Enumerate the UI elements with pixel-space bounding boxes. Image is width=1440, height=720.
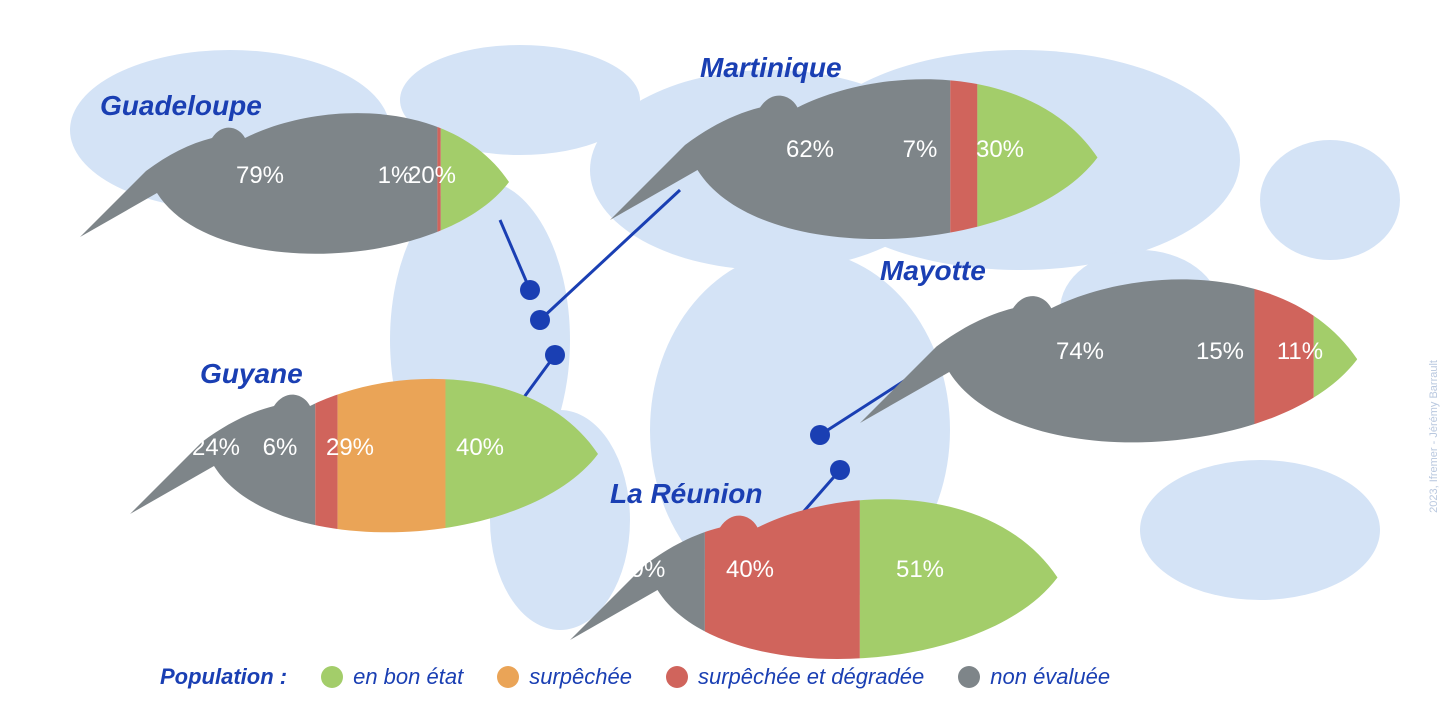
infographic-stage: Guadeloupe79%1%20%Martinique62%7%30%Mayo…: [0, 0, 1440, 720]
pct-label: 30%: [976, 136, 1024, 164]
legend-item: surpêchée: [497, 664, 632, 690]
pct-label: 6%: [263, 434, 298, 462]
fish-martinique: [610, 70, 1110, 245]
pct-label: 62%: [786, 136, 834, 164]
pct-label: 79%: [236, 162, 284, 190]
legend-label: non évaluée: [990, 664, 1110, 690]
pct-label: 24%: [192, 434, 240, 462]
pct-label: 11%: [1277, 338, 1323, 366]
legend-item: non évaluée: [958, 664, 1110, 690]
legend-swatch: [666, 666, 688, 688]
legend-swatch: [958, 666, 980, 688]
legend-swatch: [321, 666, 343, 688]
legend-label: surpêchée et dégradée: [698, 664, 924, 690]
legend-swatch: [497, 666, 519, 688]
pct-label: 7%: [903, 136, 938, 164]
legend-label: surpêchée: [529, 664, 632, 690]
pct-label: 74%: [1056, 338, 1104, 366]
pct-label: 29%: [326, 434, 374, 462]
pct-label: 9%: [631, 556, 666, 584]
pct-label: 40%: [456, 434, 504, 462]
pct-label: 15%: [1196, 338, 1244, 366]
pct-label: 40%: [726, 556, 774, 584]
legend-item: en bon état: [321, 664, 463, 690]
legend: Population : en bon état surpêchée surpêch…: [160, 664, 1110, 690]
legend-label: en bon état: [353, 664, 463, 690]
pct-label: 51%: [896, 556, 944, 584]
pct-label: 20%: [408, 162, 456, 190]
legend-item: surpêchée et dégradée: [666, 664, 924, 690]
legend-title: Population :: [160, 664, 287, 690]
credit-text: 2023, Ifremer - Jérémy Barrault: [1428, 360, 1440, 513]
